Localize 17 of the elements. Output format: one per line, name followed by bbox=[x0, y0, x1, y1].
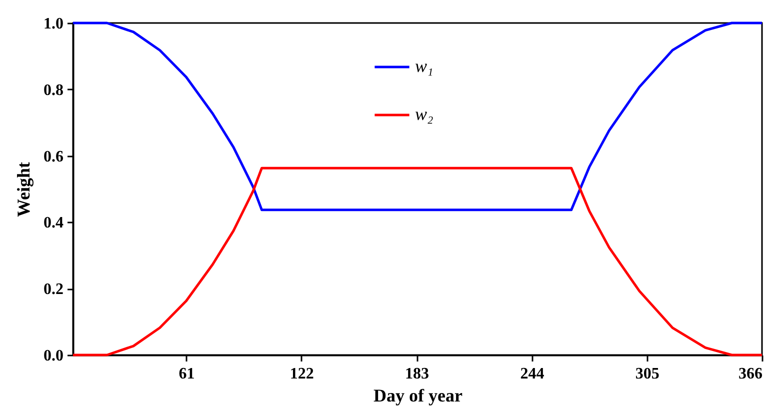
x-tick-label: 122 bbox=[290, 366, 314, 382]
x-tick-label: 305 bbox=[635, 366, 660, 382]
y-tick-label: 0.4 bbox=[44, 214, 64, 232]
x-tick-label: 183 bbox=[405, 366, 430, 382]
y-tick-label: 0.2 bbox=[44, 281, 64, 298]
y-tick-label: 1.0 bbox=[44, 16, 64, 32]
y-axis-title: Weight bbox=[14, 162, 34, 218]
x-tick-label: 366 bbox=[738, 366, 762, 382]
y-tick-label: 0.6 bbox=[44, 148, 64, 166]
y-tick-label: 0.8 bbox=[44, 82, 64, 99]
line-series bbox=[72, 22, 764, 212]
x-tick-label: 61 bbox=[178, 366, 195, 382]
x-axis-title: Day of year bbox=[374, 386, 462, 406]
x-tick-label: 244 bbox=[520, 366, 544, 382]
legend-label: w₁ bbox=[415, 56, 434, 76]
legend-label: w₂ bbox=[415, 104, 434, 124]
y-tick-label: 0.0 bbox=[44, 348, 64, 364]
